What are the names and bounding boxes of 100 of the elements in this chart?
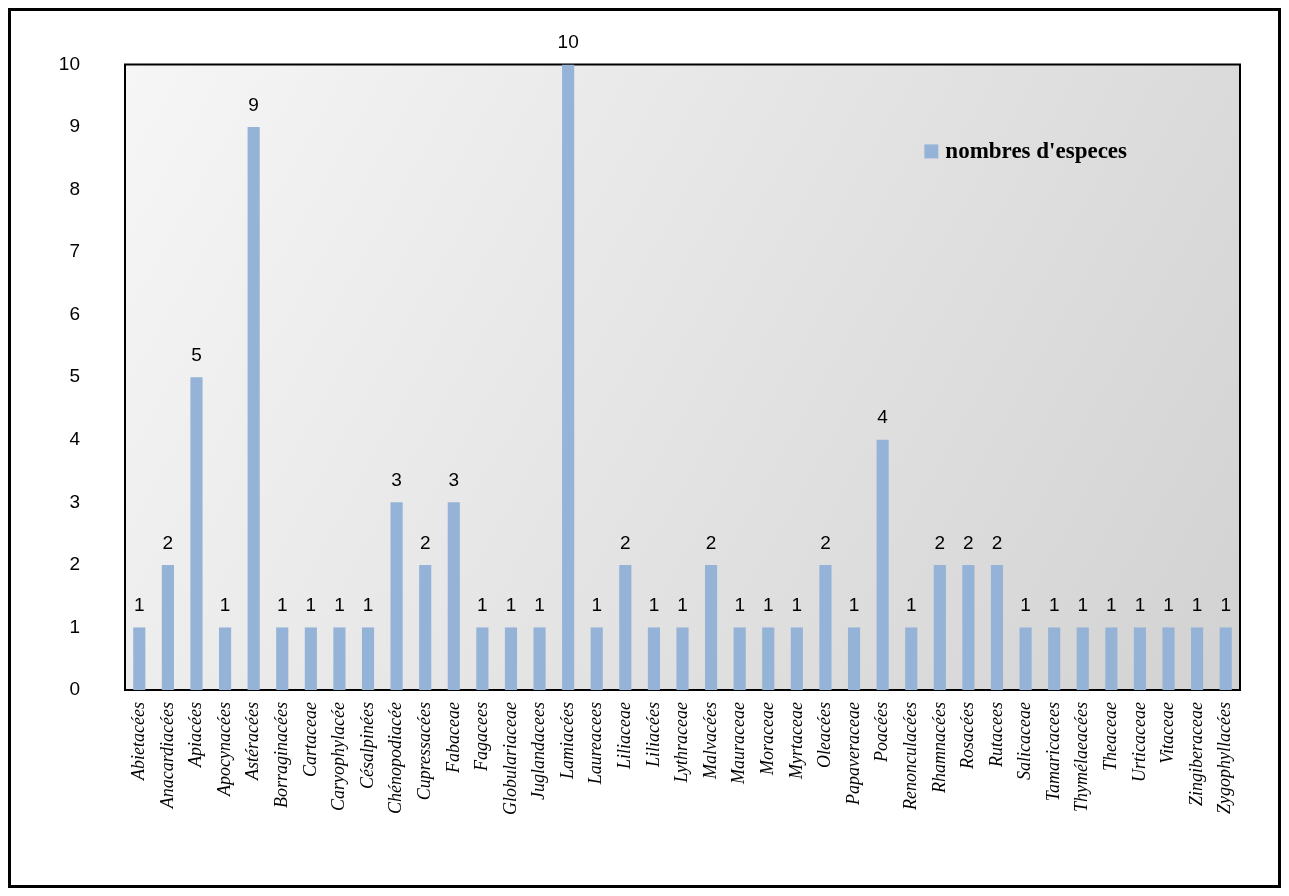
data-label: 1	[477, 594, 488, 616]
data-label: 1	[1106, 594, 1117, 616]
data-label: 1	[505, 594, 517, 616]
data-label: 2	[620, 531, 631, 553]
x-tick-label: Liliacées	[642, 702, 663, 768]
data-label: 1	[1077, 594, 1089, 616]
x-tick-label: Chénopodiacée	[385, 701, 406, 814]
data-label: 3	[448, 469, 460, 491]
x-tick-label: Anacardiacées	[156, 702, 177, 810]
bar	[419, 564, 432, 690]
x-tick-label: Fabaceae	[442, 702, 463, 774]
y-tick-label: 9	[69, 115, 80, 137]
bar	[676, 627, 689, 690]
data-label: 1	[591, 594, 603, 616]
bar	[876, 439, 889, 690]
x-tick-label: Thymélaeacées	[1071, 702, 1092, 812]
data-label: 1	[905, 594, 917, 616]
y-tick-label: 3	[69, 490, 80, 512]
bar	[705, 564, 718, 690]
x-tick-label: Lamiacées	[556, 702, 577, 780]
x-tick-label: Apiacées	[185, 702, 206, 768]
data-label: 1	[276, 594, 288, 616]
bar	[819, 564, 832, 690]
x-tick-label: Poacées	[871, 702, 892, 763]
data-label: 1	[305, 594, 317, 616]
bar	[276, 627, 289, 690]
bar	[1162, 627, 1175, 690]
bar	[1133, 627, 1147, 690]
bar	[933, 564, 946, 690]
bar	[333, 627, 346, 690]
bar	[161, 564, 174, 690]
x-tick-label: Juglandacees	[528, 702, 549, 800]
data-label: 1	[1134, 594, 1146, 616]
data-label: 1	[848, 594, 860, 616]
x-tick-label: Moraceae	[757, 701, 777, 776]
x-tick-label: Borraginacées	[270, 702, 291, 808]
bar	[533, 627, 546, 690]
y-tick-label: 5	[69, 365, 80, 387]
bar	[1105, 627, 1118, 690]
data-label: 2	[820, 531, 831, 553]
y-tick-label: 6	[69, 302, 80, 324]
x-tick-label: Fagacees	[471, 702, 492, 772]
x-tick-label: Papaveraceae	[842, 702, 863, 806]
data-label: 9	[248, 93, 259, 115]
bar	[476, 627, 489, 690]
bar	[218, 627, 232, 690]
data-label: 1	[1191, 594, 1203, 616]
x-tick-label: Myrtaceae	[785, 702, 806, 780]
bar	[733, 627, 746, 690]
data-label: 1	[791, 594, 803, 616]
x-tick-label: Rutacees	[985, 702, 1006, 768]
data-label: 2	[705, 531, 717, 553]
bar	[962, 564, 975, 690]
bar	[1048, 627, 1061, 690]
y-tick-label: 8	[69, 177, 80, 199]
y-tick-label: 4	[69, 427, 81, 449]
x-tick-label: Caryophylacée	[328, 702, 349, 811]
y-tick-label: 7	[69, 240, 80, 262]
data-label: 3	[391, 469, 402, 491]
x-tick-label: Rosacées	[957, 702, 978, 770]
x-tick-label: Liliaceae	[614, 701, 635, 770]
data-label: 5	[191, 343, 202, 365]
x-tick-label: Zygophyllacées	[1214, 702, 1235, 814]
data-label: 1	[334, 594, 345, 616]
bar	[905, 627, 918, 690]
y-tick-label: 0	[69, 678, 80, 700]
bar	[562, 64, 575, 690]
data-label: 1	[734, 594, 745, 616]
x-tick-label: Vitaceae	[1157, 702, 1178, 764]
data-label: 1	[134, 594, 145, 616]
data-label: 1	[1163, 594, 1174, 616]
bar	[847, 627, 861, 690]
x-tick-label: Zingiberaceae	[1185, 702, 1206, 806]
x-tick-label: Cartaceae	[299, 701, 320, 777]
x-tick-label: Theaceae	[1100, 701, 1121, 771]
x-tick-label: Urticaceae	[1128, 702, 1149, 782]
bar	[304, 627, 317, 690]
bar	[504, 627, 518, 690]
data-label: 2	[991, 531, 1003, 553]
y-tick-label: 10	[58, 52, 80, 74]
data-label: 1	[1048, 594, 1060, 616]
x-tick-label: Oleacées	[814, 702, 835, 768]
legend-label: nombres d'especes	[945, 138, 1128, 164]
bar	[1191, 627, 1204, 690]
data-label: 2	[963, 531, 974, 553]
data-label: 2	[162, 531, 174, 553]
bar	[390, 502, 403, 690]
bar	[1219, 627, 1232, 690]
bar	[619, 564, 632, 690]
bar	[647, 627, 660, 690]
bar	[590, 627, 603, 690]
data-label: 1	[677, 594, 688, 616]
y-tick-label: 1	[69, 615, 80, 637]
bar	[990, 564, 1004, 690]
bar	[1076, 627, 1089, 690]
data-label: 1	[1220, 594, 1231, 616]
bar	[447, 502, 460, 690]
data-label: 4	[877, 406, 889, 428]
bar	[790, 627, 803, 690]
y-tick-label: 2	[69, 553, 80, 575]
